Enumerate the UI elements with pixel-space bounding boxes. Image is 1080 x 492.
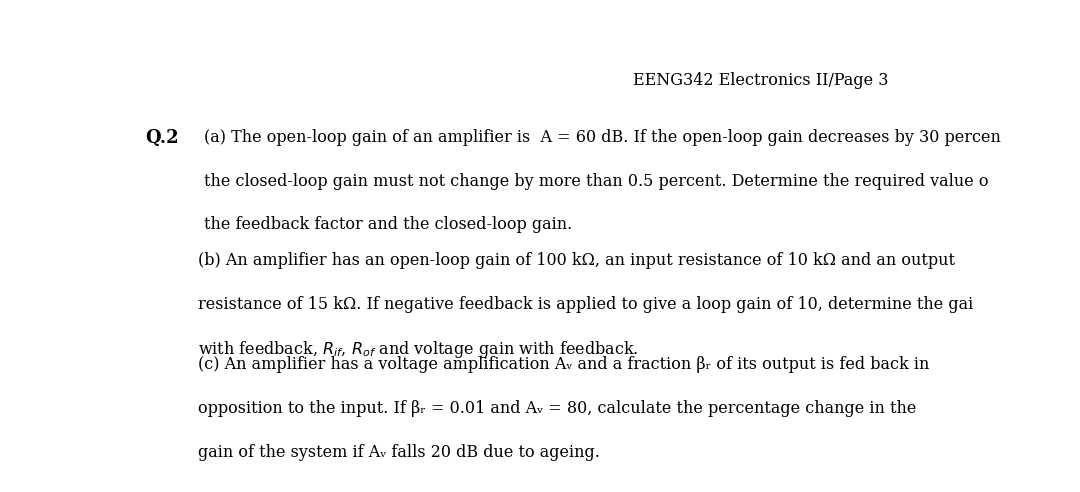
Text: EENG342 Electronics II/Page 3: EENG342 Electronics II/Page 3 bbox=[633, 72, 889, 90]
Text: (a) The open-loop gain of an amplifier is  A = 60 dB. If the open-loop gain decr: (a) The open-loop gain of an amplifier i… bbox=[204, 129, 1000, 146]
Text: opposition to the input. If βᵣ = 0.01 and Aᵥ = 80, calculate the percentage chan: opposition to the input. If βᵣ = 0.01 an… bbox=[198, 400, 916, 417]
Text: (b) An amplifier has an open-loop gain of 100 kΩ, an input resistance of 10 kΩ a: (b) An amplifier has an open-loop gain o… bbox=[198, 252, 955, 269]
Text: with feedback, $R_{if}$, $R_{of}$ and voltage gain with feedback.: with feedback, $R_{if}$, $R_{of}$ and vo… bbox=[198, 339, 638, 360]
Text: Q.2: Q.2 bbox=[145, 129, 178, 147]
Text: the closed-loop gain must not change by more than 0.5 percent. Determine the req: the closed-loop gain must not change by … bbox=[204, 173, 988, 190]
Text: the feedback factor and the closed-loop gain.: the feedback factor and the closed-loop … bbox=[204, 216, 572, 233]
Text: (c) An amplifier has a voltage amplification Aᵥ and a fraction βᵣ of its output : (c) An amplifier has a voltage amplifica… bbox=[198, 356, 929, 373]
Text: resistance of 15 kΩ. If negative feedback is applied to give a loop gain of 10, : resistance of 15 kΩ. If negative feedbac… bbox=[198, 296, 973, 313]
Text: gain of the system if Aᵥ falls 20 dB due to ageing.: gain of the system if Aᵥ falls 20 dB due… bbox=[198, 444, 599, 461]
